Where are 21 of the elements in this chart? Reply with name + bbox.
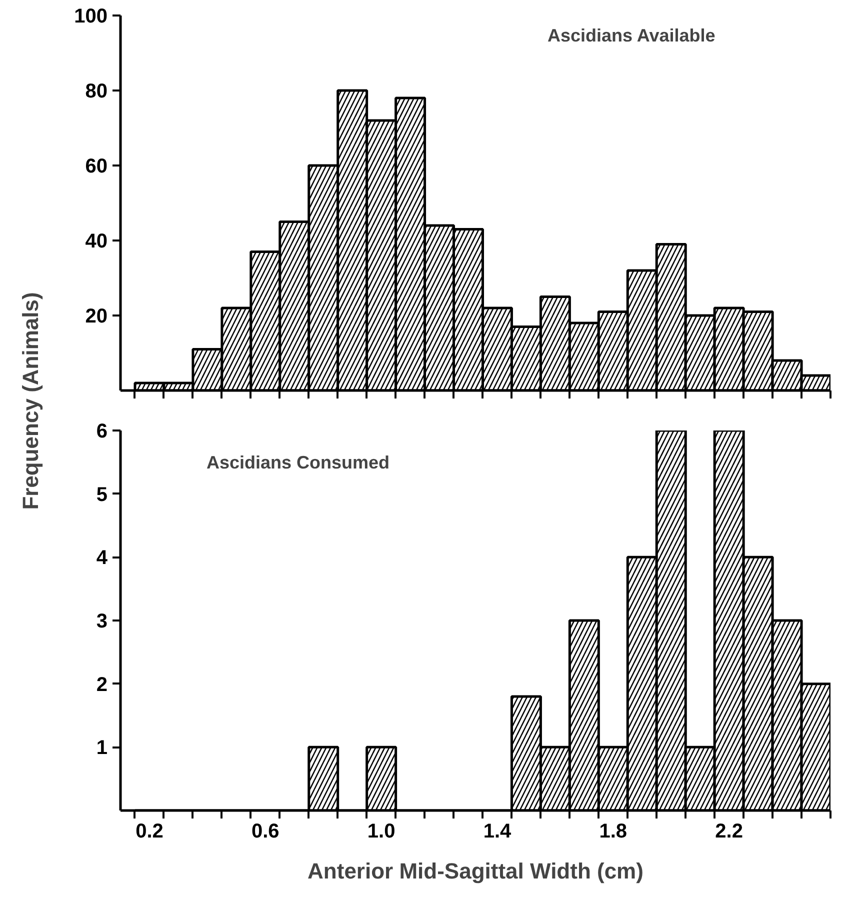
x-axis-title: Anterior Mid-Sagittal Width (cm) xyxy=(308,858,644,884)
y-tick-label: 20 xyxy=(85,306,108,328)
annotation: Ascidians Consumed xyxy=(206,452,390,472)
annotation: Ascidians Available xyxy=(547,26,716,46)
x-tick-label: 1.4 xyxy=(483,820,512,842)
y-tick-label: 2 xyxy=(96,674,108,696)
y-tick-label: 100 xyxy=(74,6,108,28)
x-tick-label: 0.2 xyxy=(136,820,164,842)
y-tick-label: 6 xyxy=(96,420,108,442)
y-tick-label: 4 xyxy=(96,547,108,570)
y-tick-label: 40 xyxy=(85,230,108,252)
x-tick-label: 0.6 xyxy=(251,820,280,842)
y-tick-label: 1 xyxy=(96,737,108,760)
y-axis-title: Frequency (Animals) xyxy=(18,292,43,510)
y-tick-label: 60 xyxy=(85,156,108,178)
y-tick-label: 5 xyxy=(96,484,108,506)
y-tick-label: 3 xyxy=(96,610,108,632)
x-tick-label: 1.8 xyxy=(599,820,628,842)
y-tick-label: 80 xyxy=(85,80,108,102)
x-tick-label: 1.0 xyxy=(367,820,396,842)
x-tick-label: 2.2 xyxy=(715,820,743,842)
